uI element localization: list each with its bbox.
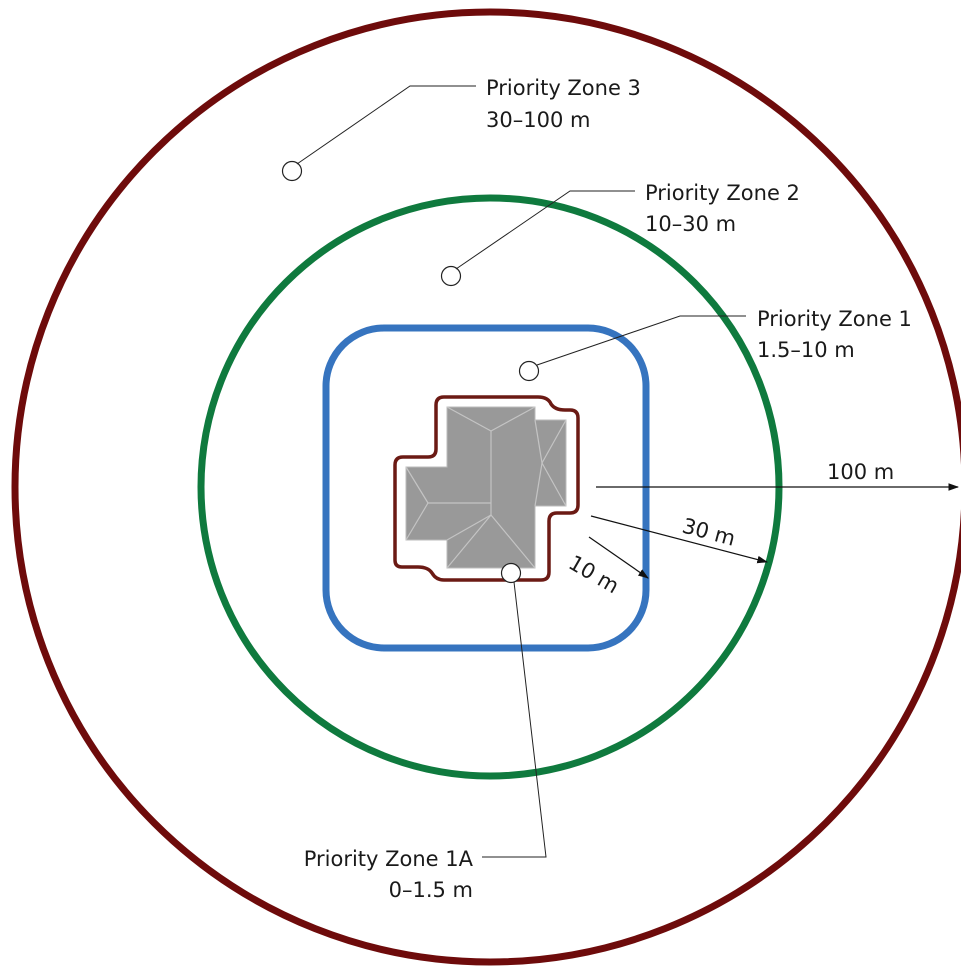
zone2-leader (455, 190, 635, 270)
dimension-100m-label: 100 m (827, 460, 894, 484)
dimension-10m-line (588, 536, 649, 579)
roof-ridges (405, 406, 567, 569)
zone1a-callout: Priority Zone 1A 0–1.5 m (304, 562, 547, 902)
house (405, 406, 567, 569)
house-roof (405, 406, 567, 569)
zone1a-name: Priority Zone 1A (304, 847, 474, 871)
zone1a-range: 0–1.5 m (389, 878, 473, 902)
zone3-range: 30–100 m (486, 108, 590, 132)
zone1a-marker (500, 562, 522, 584)
zone1a-boundary (393, 395, 580, 582)
dimension-10m-label: 10 m (565, 551, 624, 599)
dimension-100m: 100 m (596, 460, 960, 491)
zone3-name: Priority Zone 3 (486, 76, 641, 100)
dimension-30m-label: 30 m (680, 514, 738, 551)
zone2-callout: Priority Zone 2 10–30 m (440, 181, 800, 287)
zone3-marker (281, 160, 303, 182)
zone1-marker (518, 360, 540, 382)
zone1-boundary (322, 324, 650, 652)
zone2-marker (440, 265, 462, 287)
zone1-callout: Priority Zone 1 1.5–10 m (518, 307, 912, 382)
zone1-name: Priority Zone 1 (757, 307, 912, 331)
zone1-range: 1.5–10 m (757, 338, 855, 362)
zone3-callout: Priority Zone 3 30–100 m (281, 76, 641, 182)
zone3-boundary (11, 8, 961, 966)
zone1-leader (536, 315, 746, 366)
zone3-leader (296, 85, 476, 165)
dimension-30m: 30 m (590, 514, 769, 564)
zone2-name: Priority Zone 2 (645, 181, 800, 205)
zone2-range: 10–30 m (645, 212, 736, 236)
dimension-30m-line (590, 515, 769, 564)
zone1a-leader (482, 581, 547, 858)
dimension-10m: 10 m (565, 536, 649, 599)
